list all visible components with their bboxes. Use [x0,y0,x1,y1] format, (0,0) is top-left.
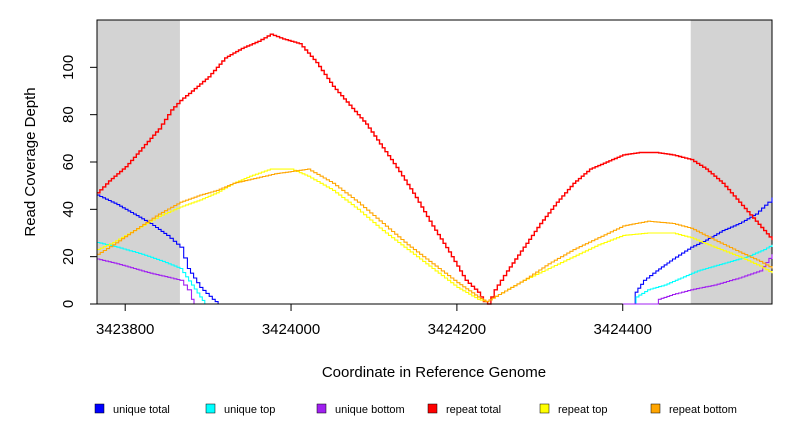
legend-swatch [539,403,550,414]
y-tick-label: 40 [60,201,77,218]
legend-swatch [94,403,105,414]
series-line-unique-total [97,194,773,305]
y-tick-label: 60 [60,154,77,171]
legend-label: unique bottom [335,404,405,416]
shaded-regions [97,20,772,304]
legend-label: repeat bottom [669,404,737,416]
series-line-repeat-top [97,168,773,303]
series-line-unique-top [97,241,773,305]
legend-label: unique top [224,404,275,416]
legend-label: repeat top [558,404,608,416]
y-tick-label: 80 [60,106,77,123]
y-tick-label: 0 [60,300,77,308]
y-axis: 0 20 40 60 80 100 [60,55,98,308]
y-tick-label: 20 [60,248,77,265]
legend-swatch [650,403,661,414]
shaded-region [690,20,772,304]
series-line-repeat-bottom [97,168,773,303]
shaded-region [97,20,180,304]
x-tick-label: 3424400 [594,321,652,338]
x-tick-label: 3424000 [262,321,320,338]
legend-swatch [427,403,438,414]
series-line-repeat-total [97,33,773,305]
x-tick-label: 3424200 [428,321,486,338]
x-axis: 3423800 3424000 3424200 3424400 [96,303,652,338]
legend-label: unique total [113,404,170,416]
series-line-unique-bottom [97,254,773,305]
x-axis-label: Coordinate in Reference Genome [322,364,546,381]
legend-swatch [205,403,216,414]
legend-swatch [316,403,327,414]
x-tick-label: 3423800 [96,321,154,338]
legend-label: repeat total [446,404,501,416]
series-lines [97,33,773,305]
y-axis-label: Read Coverage Depth [22,87,39,236]
legend: unique total unique top unique bottom repea… [94,403,737,416]
y-tick-label: 100 [60,55,77,80]
